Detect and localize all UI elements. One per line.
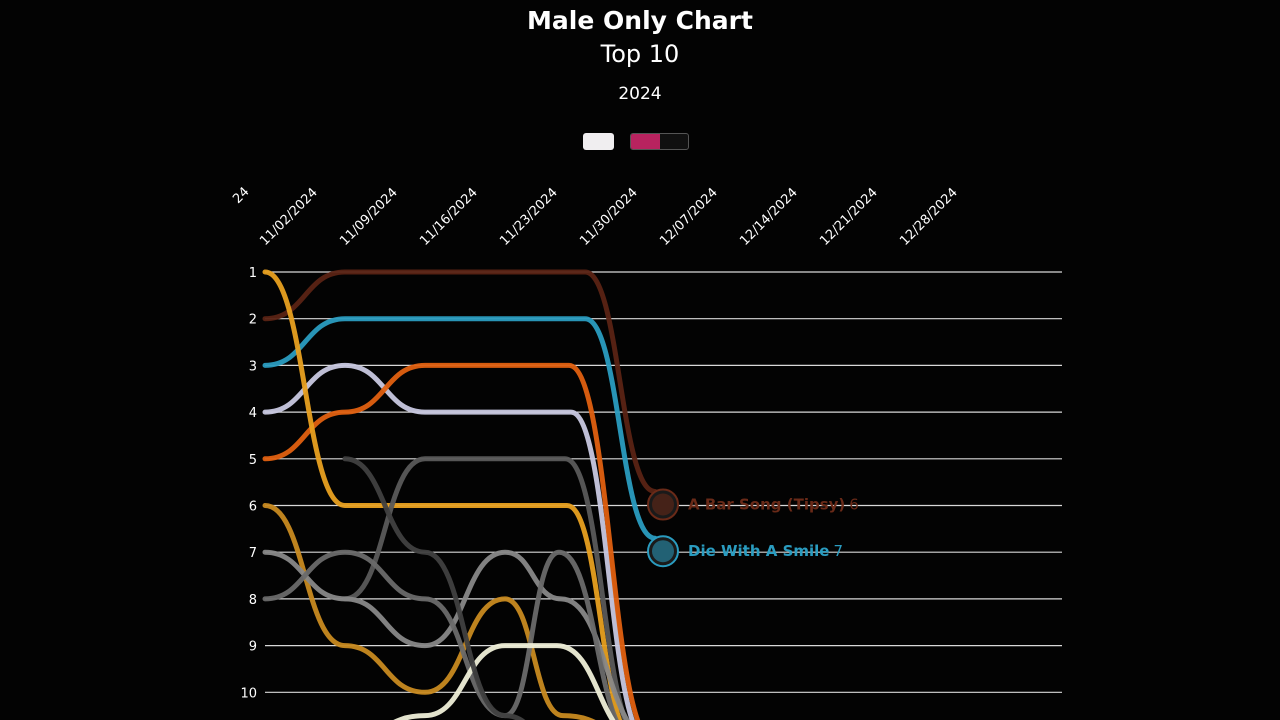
y-tick-label: 5 [249, 453, 257, 468]
series-line [262, 269, 623, 720]
series-line [262, 269, 658, 494]
series-line [342, 456, 628, 720]
x-tick-label: 11/30/2024 [577, 185, 641, 249]
y-tick-label: 2 [249, 313, 257, 328]
song-rank: 6 [849, 496, 859, 514]
x-tick-label: 12/07/2024 [657, 185, 721, 249]
song-name: Die With A Smile [688, 542, 829, 560]
y-tick-label: 4 [249, 406, 257, 421]
x-tick-label: 11/02/2024 [257, 185, 321, 249]
chart-title: Male Only Chart [527, 6, 753, 35]
chart-subtitle: Top 10 [600, 40, 680, 68]
song-name: A Bar Song (Tipsy) [688, 496, 845, 514]
year-label: 2024 [618, 84, 662, 104]
song-end-label: Die With A Smile 7 [647, 535, 843, 568]
y-tick-label: 7 [249, 546, 257, 561]
y-tick-label: 1 [249, 266, 257, 281]
progress-slider[interactable] [630, 133, 689, 150]
series-line [342, 456, 526, 720]
x-tick-label: 12/21/2024 [817, 185, 881, 249]
y-tick-label: 10 [240, 686, 257, 701]
song-rank: 7 [833, 542, 843, 560]
progress-fill [631, 134, 660, 149]
x-tick-label: 12/28/2024 [897, 185, 961, 249]
x-tick-label: 11/09/2024 [337, 185, 401, 249]
play-toggle-button[interactable] [583, 133, 614, 150]
x-tick-label: 11/23/2024 [497, 185, 561, 249]
x-tick-label: 24 [230, 185, 252, 207]
y-tick-label: 9 [249, 640, 257, 655]
series-line [262, 316, 658, 541]
y-tick-label: 3 [249, 359, 257, 374]
song-avatar-image [652, 540, 674, 563]
x-tick-label: 12/14/2024 [737, 185, 801, 249]
song-label-text: Die With A Smile 7 [688, 542, 843, 560]
series-line [262, 549, 619, 720]
y-tick-label: 8 [249, 593, 257, 608]
series-line [262, 362, 635, 720]
x-tick-label: 11/16/2024 [417, 185, 481, 249]
series-line [262, 503, 596, 720]
song-label-text: A Bar Song (Tipsy) 6 [688, 496, 859, 514]
song-avatar-image [652, 493, 674, 516]
series-line [262, 362, 641, 720]
y-tick-label: 6 [249, 500, 257, 515]
song-end-label: A Bar Song (Tipsy) 6 [647, 488, 859, 521]
